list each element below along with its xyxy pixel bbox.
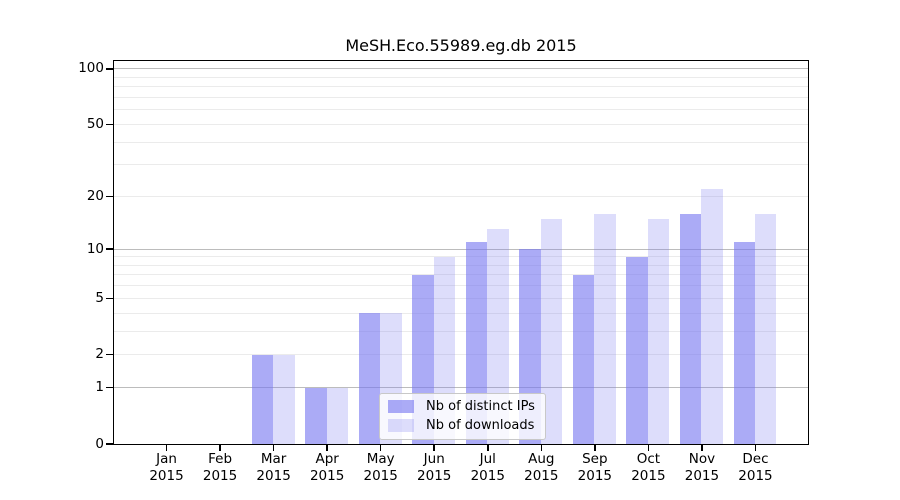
minor-gridline-2 bbox=[114, 354, 808, 356]
x-tick-nov bbox=[701, 445, 703, 451]
minor-gridline-8 bbox=[114, 264, 808, 266]
legend-item-distinct-ips: Nb of distinct IPs bbox=[388, 399, 535, 414]
x-tick-label-jan: Jan 2015 bbox=[149, 451, 184, 484]
x-tick-apr bbox=[326, 445, 328, 451]
y-tick-50 bbox=[106, 123, 113, 126]
major-gridline-1 bbox=[114, 387, 808, 389]
y-tick-2 bbox=[106, 353, 113, 356]
major-gridline-100 bbox=[114, 68, 808, 70]
x-tick-label-jul: Jul 2015 bbox=[470, 451, 505, 484]
bar-distinct-ips bbox=[680, 213, 702, 444]
bar-distinct-ips bbox=[572, 274, 595, 444]
x-tick-mar bbox=[272, 445, 275, 451]
bar-distinct-ips bbox=[251, 354, 274, 444]
x-tick-aug bbox=[540, 445, 543, 451]
x-tick-jun bbox=[433, 445, 435, 451]
x-tick-label-sep: Sep 2015 bbox=[577, 451, 613, 484]
y-tick-10 bbox=[106, 248, 113, 250]
minor-gridline-3 bbox=[114, 330, 808, 332]
legend-label-downloads: Nb of downloads bbox=[426, 418, 535, 433]
minor-gridline-40 bbox=[114, 141, 808, 143]
x-tick-sep bbox=[594, 445, 596, 451]
minor-gridline-5 bbox=[114, 297, 808, 299]
bar-downloads bbox=[487, 229, 509, 444]
minor-gridline-70 bbox=[114, 96, 808, 98]
x-tick-label-jun: Jun 2015 bbox=[417, 451, 452, 484]
x-tick-label-aug: Aug 2015 bbox=[524, 451, 559, 484]
bar-distinct-ips bbox=[626, 256, 648, 444]
legend-swatch-distinct-ips bbox=[388, 400, 414, 413]
bar-downloads bbox=[326, 387, 349, 444]
x-tick-dec bbox=[754, 445, 757, 451]
chart-title: MeSH.Eco.55989.eg.db 2015 bbox=[345, 36, 577, 55]
bar-distinct-ips bbox=[733, 241, 755, 444]
bar-downloads bbox=[540, 218, 563, 444]
legend: Nb of distinct IPs Nb of downloads bbox=[379, 393, 546, 440]
y-tick-label-50: 50 bbox=[86, 115, 104, 132]
legend-swatch-downloads bbox=[388, 419, 414, 432]
legend-label-distinct-ips: Nb of distinct IPs bbox=[426, 399, 535, 414]
y-tick-20 bbox=[106, 195, 113, 198]
x-tick-label-mar: Mar 2015 bbox=[256, 451, 291, 484]
x-tick-label-dec: Dec 2015 bbox=[738, 451, 773, 484]
bar-downloads bbox=[754, 213, 777, 444]
x-tick-label-apr: Apr 2015 bbox=[309, 451, 345, 484]
plot-area bbox=[113, 60, 809, 445]
x-tick-oct bbox=[647, 445, 650, 451]
x-tick-jan bbox=[165, 445, 168, 451]
bar-downloads bbox=[594, 213, 616, 444]
x-tick-may bbox=[379, 445, 382, 451]
bar-downloads bbox=[647, 218, 670, 444]
y-tick-label-2: 2 bbox=[95, 346, 104, 363]
x-tick-label-may: May 2015 bbox=[363, 451, 398, 484]
x-tick-label-oct: Oct 2015 bbox=[631, 451, 666, 484]
y-tick-label-10: 10 bbox=[86, 240, 104, 257]
minor-gridline-6 bbox=[114, 285, 808, 287]
y-tick-label-100: 100 bbox=[78, 60, 104, 77]
bar-distinct-ips bbox=[305, 387, 327, 444]
y-tick-label-1: 1 bbox=[95, 379, 104, 396]
minor-gridline-4 bbox=[114, 312, 808, 314]
major-gridline-10 bbox=[114, 248, 808, 250]
minor-gridline-20 bbox=[114, 195, 808, 197]
bar-distinct-ips bbox=[358, 313, 381, 444]
minor-gridline-9 bbox=[114, 256, 808, 258]
bar-downloads bbox=[701, 189, 723, 444]
y-tick-5 bbox=[106, 297, 113, 300]
minor-gridline-60 bbox=[114, 109, 808, 111]
y-tick-0 bbox=[106, 443, 113, 445]
y-tick-100 bbox=[106, 68, 113, 70]
y-tick-label-20: 20 bbox=[86, 187, 104, 204]
x-tick-jul bbox=[487, 445, 489, 451]
minor-gridline-50 bbox=[114, 123, 808, 125]
minor-gridline-90 bbox=[114, 76, 808, 78]
x-tick-label-feb: Feb 2015 bbox=[202, 451, 238, 484]
minor-gridline-30 bbox=[114, 164, 808, 166]
x-tick-feb bbox=[219, 445, 221, 451]
legend-item-downloads: Nb of downloads bbox=[388, 418, 535, 433]
y-tick-label-5: 5 bbox=[95, 289, 104, 306]
minor-gridline-80 bbox=[114, 86, 808, 88]
minor-gridline-7 bbox=[114, 274, 808, 276]
y-tick-label-0: 0 bbox=[95, 435, 104, 452]
y-tick-1 bbox=[106, 386, 113, 389]
x-tick-label-nov: Nov 2015 bbox=[684, 451, 720, 484]
bar-downloads bbox=[273, 354, 295, 444]
